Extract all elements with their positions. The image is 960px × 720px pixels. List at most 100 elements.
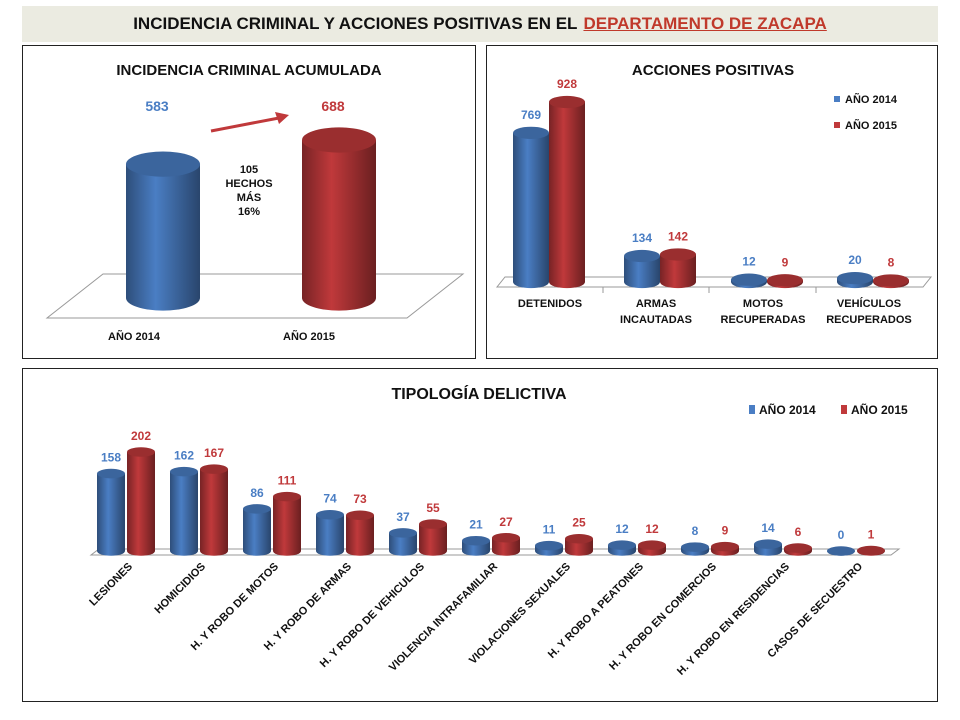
- page-title-prefix: INCIDENCIA CRIMINAL Y ACCIONES POSITIVAS…: [133, 14, 578, 33]
- bar-2014: [170, 466, 198, 556]
- tick-label: RECUPERADAS: [721, 314, 806, 326]
- bar-2015: [549, 95, 585, 289]
- tick-label-2015: AÑO 2015: [283, 330, 335, 343]
- data-label-2014: 12: [615, 522, 629, 536]
- annotation-line: HECHOS: [225, 178, 272, 190]
- bar-2015: [492, 533, 520, 556]
- legend-label: AÑO 2015: [851, 402, 908, 417]
- data-label-2015: 9: [782, 255, 789, 269]
- page-title-highlight: DEPARTAMENTO DE ZACAPA: [583, 14, 827, 33]
- bar-2014: [608, 540, 636, 556]
- legend: AÑO 2014 AÑO 2015: [834, 93, 898, 132]
- data-label-2015: 928: [557, 77, 577, 91]
- data-label-2014: 11: [543, 523, 556, 537]
- chart-panel-acciones: ACCIONES POSITIVAS 769 134 12 20 928 142 9 8 DETE…: [486, 45, 938, 359]
- tick-label: LESIONES: [87, 561, 135, 609]
- tick-label: HOMICIDIOS: [153, 561, 209, 617]
- data-label-2015: 25: [572, 516, 586, 530]
- tick-label: MOTOS: [743, 298, 783, 310]
- bar-2014: [837, 272, 873, 289]
- data-label-2014: 158: [101, 451, 121, 465]
- bar-2014: [97, 468, 125, 556]
- data-label-2014: 769: [521, 108, 541, 122]
- data-label-2014: 134: [632, 231, 652, 245]
- legend-swatch: [749, 405, 755, 414]
- data-label-2014: 583: [145, 98, 169, 114]
- data-label-2014: 162: [174, 449, 194, 463]
- data-label-2015: 27: [499, 515, 513, 529]
- data-label-2014: 12: [742, 255, 756, 269]
- legend-label: AÑO 2015: [845, 119, 897, 132]
- chart-panel-incidencia: INCIDENCIA CRIMINAL ACUMULADA 583 AÑO 2014…: [22, 45, 476, 359]
- data-label-2015: 111: [278, 474, 297, 488]
- chart-tipologia: TIPOLOGÍA DELICTIVA 158 162 86 74 37 21 11 12 8 14…: [87, 384, 908, 678]
- bar-2015: [767, 274, 803, 289]
- annotation-line: MÁS: [237, 191, 261, 204]
- tick-label: RECUPERADOS: [826, 314, 912, 326]
- bar-2014: [243, 504, 271, 556]
- data-label-2015: 12: [645, 522, 659, 536]
- chart-title: INCIDENCIA CRIMINAL ACUMULADA: [116, 62, 381, 79]
- data-label-2014: 74: [323, 492, 337, 506]
- tick-label-2014: AÑO 2014: [108, 330, 161, 343]
- tick-label: VEHÍCULOS: [837, 297, 901, 310]
- bar-2015: [660, 248, 696, 289]
- data-label-2014: 37: [396, 510, 410, 524]
- chart-acciones: ACCIONES POSITIVAS 769 134 12 20 928 142 9 8 DETE…: [495, 62, 933, 326]
- data-label-2015: 9: [722, 524, 729, 538]
- bar-2014: [681, 542, 709, 556]
- bar-2014: [535, 540, 563, 556]
- data-label-2014: 14: [761, 521, 775, 535]
- bar-2014: [624, 249, 660, 289]
- bar-2015: [857, 545, 885, 556]
- chart-title: ACCIONES POSITIVAS: [632, 62, 794, 79]
- chart-incidencia: INCIDENCIA CRIMINAL ACUMULADA 583 AÑO 2014…: [45, 62, 465, 343]
- data-label-2015: 55: [426, 501, 440, 515]
- annotation-line: 105: [240, 164, 258, 176]
- trend-arrow: [210, 112, 289, 133]
- bar-2014: [513, 126, 549, 289]
- bar-2014: [731, 273, 767, 289]
- data-label-2015: 1: [868, 528, 875, 542]
- bar-2015: [273, 491, 301, 556]
- bar-2014: [462, 535, 490, 556]
- tick-label: INCAUTADAS: [620, 314, 692, 326]
- data-label-2014: 86: [250, 486, 264, 500]
- legend-label: AÑO 2014: [845, 93, 898, 106]
- data-label-2015: 202: [131, 429, 151, 443]
- data-label-2014: 0: [838, 528, 845, 542]
- legend: AÑO 2014 AÑO 2015: [749, 402, 908, 417]
- legend-label: AÑO 2014: [759, 402, 816, 417]
- bar-2014: [827, 546, 855, 556]
- data-label-2015: 8: [888, 255, 895, 269]
- bar-2015: [419, 519, 447, 556]
- data-label-2015: 167: [204, 446, 224, 460]
- bar-2015: [638, 540, 666, 556]
- bar-2015: [302, 127, 376, 311]
- chart-title: TIPOLOGÍA DELICTIVA: [391, 384, 567, 403]
- bar-2015: [711, 541, 739, 556]
- chart-panel-tipologia: TIPOLOGÍA DELICTIVA 158 162 86 74 37 21 11 12 8 14…: [22, 368, 938, 702]
- bar-2015: [784, 543, 812, 556]
- bar-2015: [127, 447, 155, 556]
- data-label-2015: 688: [321, 98, 345, 114]
- legend-swatch: [834, 122, 840, 128]
- legend-swatch: [834, 96, 840, 102]
- bar-2015: [346, 510, 374, 556]
- page-title: INCIDENCIA CRIMINAL Y ACCIONES POSITIVAS…: [22, 6, 938, 42]
- data-label-2014: 8: [692, 524, 699, 538]
- annotation-line: 16%: [238, 206, 260, 218]
- data-label-2015: 6: [795, 525, 802, 539]
- bar-2014: [389, 528, 417, 556]
- data-label-2015: 142: [668, 229, 688, 243]
- legend-swatch: [841, 405, 847, 414]
- bar-2015: [200, 464, 228, 556]
- data-label-2014: 21: [469, 518, 483, 532]
- bar-2015: [565, 533, 593, 556]
- bar-2014: [316, 509, 344, 556]
- data-label-2014: 20: [848, 253, 862, 267]
- tick-label: DETENIDOS: [518, 298, 582, 310]
- data-label-2015: 73: [353, 492, 367, 506]
- bar-2014: [126, 151, 200, 311]
- bar-2014: [754, 539, 782, 556]
